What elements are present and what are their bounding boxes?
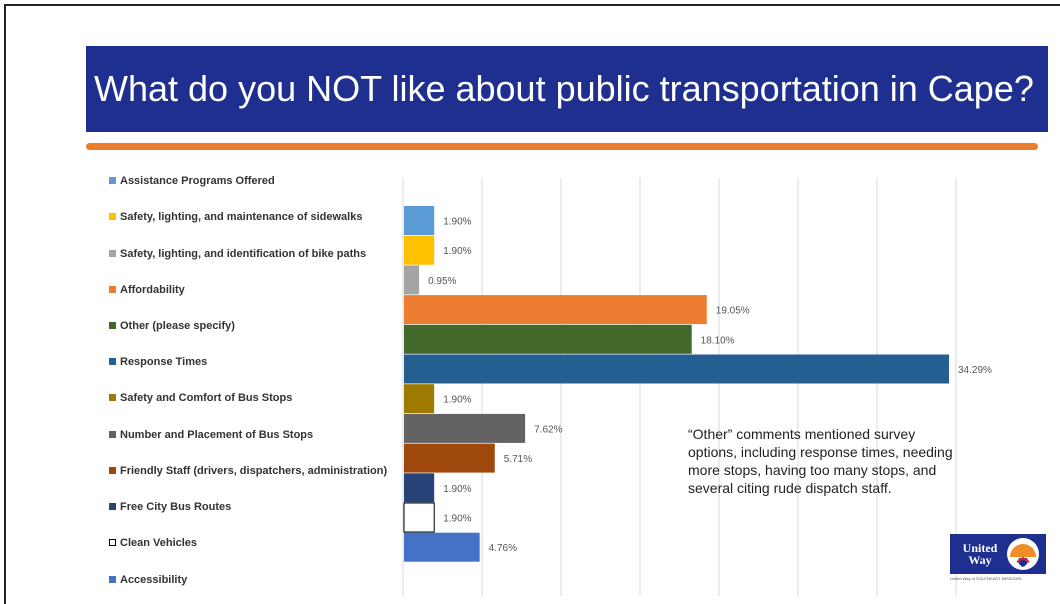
data-label: 5.71% [504, 454, 532, 465]
chart-legend: Assistance Programs Offered Safety, light… [109, 172, 399, 597]
data-label: 1.90% [443, 246, 471, 257]
legend-label: Safety, lighting, and identification of … [120, 248, 367, 260]
title-underline [86, 143, 1038, 150]
legend-swatch [109, 503, 116, 510]
legend-swatch [109, 431, 116, 438]
logo-box: United Way [950, 534, 1046, 574]
data-label: 1.90% [443, 514, 471, 525]
data-label: 1.90% [443, 217, 471, 228]
legend-label: Affordability [120, 284, 185, 296]
slide: What do you NOT like about public transp… [4, 4, 1060, 604]
bar [404, 324, 692, 354]
logo-tagline: United Way of SOUTHEAST MISSOURI [950, 576, 1022, 581]
data-label: 1.90% [443, 395, 471, 406]
legend-item: Safety and Comfort of Bus Stops [109, 389, 389, 407]
legend-swatch [109, 539, 116, 546]
data-label: 1.90% [443, 484, 471, 495]
legend-swatch [109, 286, 116, 293]
data-label: 18.10% [701, 335, 735, 346]
legend-swatch [109, 213, 116, 220]
other-comments-note: “Other” comments mentioned survey option… [688, 426, 953, 496]
legend-label: Assistance Programs Offered [120, 175, 275, 187]
logo-word-1: United [962, 541, 998, 555]
legend-item: Safety, lighting, and maintenance of sid… [109, 208, 389, 226]
legend-swatch [109, 576, 116, 583]
legend-label: Safety, lighting, and maintenance of sid… [120, 211, 363, 223]
legend-label: Free City Bus Routes [120, 501, 232, 513]
data-label: 19.05% [716, 306, 750, 317]
legend-label: Clean Vehicles [120, 537, 198, 549]
bar [404, 443, 495, 473]
bar [404, 413, 526, 443]
legend-item: Clean Vehicles [109, 534, 389, 552]
bar [404, 265, 420, 295]
data-label: 7.62% [534, 424, 562, 435]
legend-item: Response Times [109, 353, 389, 371]
data-label: 4.76% [489, 543, 517, 554]
legend-swatch [109, 322, 116, 329]
legend-item: Assistance Programs Offered [109, 172, 389, 190]
legend-item: Free City Bus Routes [109, 498, 389, 516]
legend-item: Affordability [109, 281, 389, 299]
united-way-emblem-icon [1007, 538, 1039, 570]
bar [404, 295, 707, 325]
legend-label: Safety and Comfort of Bus Stops [120, 392, 293, 404]
slide-title: What do you NOT like about public transp… [94, 68, 1034, 109]
legend-swatch [109, 177, 116, 184]
legend-label: Friendly Staff (drivers, dispatchers, ad… [120, 465, 388, 477]
legend-item: Number and Placement of Bus Stops [109, 426, 389, 444]
legend-swatch [109, 358, 116, 365]
bar [404, 384, 435, 414]
title-bar: What do you NOT like about public transp… [86, 46, 1048, 132]
united-way-logo: United Way United Way of SOUTHEAST MISSO… [950, 534, 1046, 584]
legend-swatch [109, 394, 116, 401]
logo-word-2: Way [968, 553, 992, 567]
legend-label: Response Times [120, 356, 208, 368]
legend-label: Other (please specify) [120, 320, 235, 332]
legend-label: Number and Placement of Bus Stops [120, 429, 314, 441]
data-label: 0.95% [428, 276, 456, 287]
legend-swatch [109, 250, 116, 257]
legend-item: Safety, lighting, and identification of … [109, 245, 389, 263]
bar [404, 206, 435, 235]
data-label: 34.29% [958, 365, 992, 376]
bar [403, 502, 435, 533]
legend-item: Accessibility [109, 571, 389, 589]
legend-item: Other (please specify) [109, 317, 389, 335]
bar [404, 354, 949, 384]
bar [404, 235, 435, 265]
legend-label: Accessibility [120, 574, 188, 586]
logo-wordmark: United Way [954, 542, 1006, 566]
legend-item: Friendly Staff (drivers, dispatchers, ad… [109, 462, 389, 480]
bar [404, 473, 435, 503]
legend-swatch [109, 467, 116, 474]
bar [404, 532, 480, 562]
